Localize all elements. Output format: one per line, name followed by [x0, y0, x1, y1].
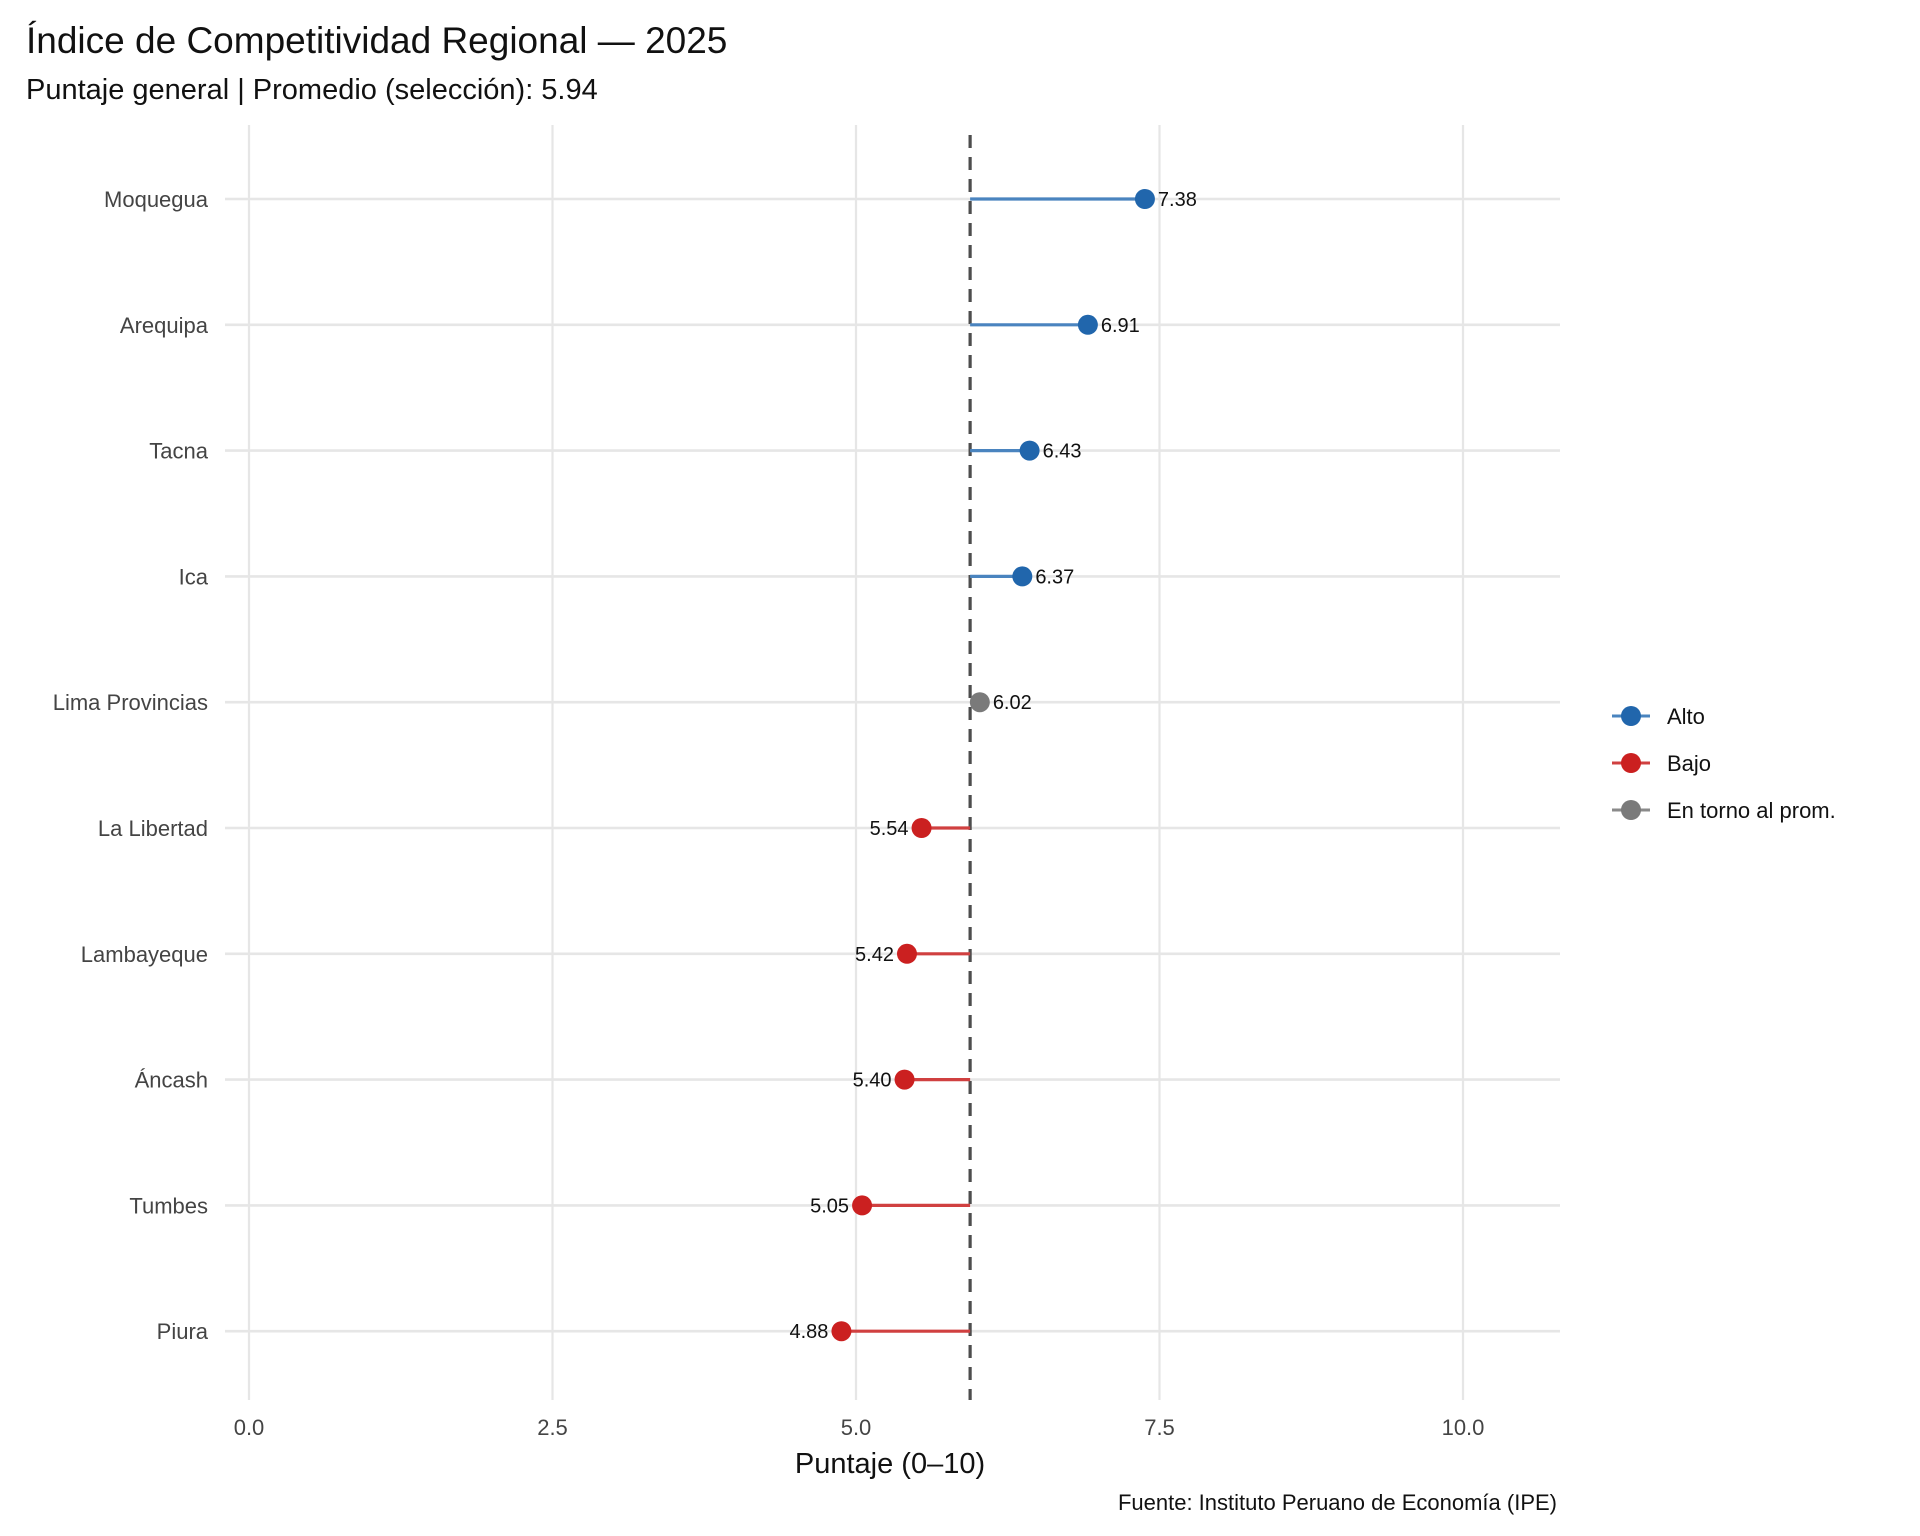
y-tick-label: Piura [157, 1319, 209, 1344]
y-tick-label: Moquegua [104, 187, 209, 212]
data-point [1077, 314, 1098, 335]
data-label: 7.38 [1158, 189, 1197, 211]
y-tick-label: Tumbes [129, 1193, 208, 1218]
data-label: 6.37 [1035, 566, 1074, 588]
legend-key-point [1621, 800, 1641, 820]
data-label: 5.05 [810, 1195, 849, 1217]
legend-label: Alto [1667, 704, 1705, 729]
y-tick-label: Ica [179, 564, 209, 589]
chart-subtitle: Puntaje general | Promedio (selección): … [26, 74, 598, 106]
data-point [911, 818, 932, 838]
data-label: 5.54 [870, 818, 909, 840]
stems [841, 197, 1145, 1333]
data-label: 6.91 [1101, 315, 1140, 337]
data-point [1134, 189, 1155, 209]
grid [225, 125, 1560, 1400]
data-point [896, 943, 917, 964]
y-tick-labels: Moquegua Arequipa Tacna Ica Lima Provincias L… [53, 187, 209, 1344]
data-label: 4.88 [789, 1321, 828, 1343]
legend: Alto Bajo En torno al prom. [1612, 704, 1836, 823]
chart-caption: Fuente: Instituto Peruano de Economía (I… [1117, 1490, 1557, 1515]
x-tick-label: 0.0 [234, 1415, 265, 1440]
data-labels: 7.38 6.91 6.43 6.37 6.02 5.54 5.42 5.40 5.05 4.88 [789, 189, 1196, 1343]
chart-title: Índice de Competitividad Regional — 2025 [26, 20, 728, 61]
x-tick-label: 2.5 [537, 1415, 568, 1440]
legend-label: En torno al prom. [1667, 798, 1836, 823]
data-point [1012, 566, 1033, 587]
x-tick-label: 10.0 [1442, 1415, 1485, 1440]
data-label: 5.42 [855, 944, 894, 966]
y-tick-label: Lima Provincias [53, 690, 208, 715]
x-tick-labels: 0.0 2.5 5.0 7.5 10.0 [234, 1415, 1485, 1440]
points [831, 189, 1155, 1342]
data-point [1019, 440, 1040, 461]
data-point [969, 692, 990, 713]
legend-key-point [1621, 706, 1641, 726]
y-tick-label: Arequipa [120, 313, 209, 338]
legend-label: Bajo [1667, 751, 1711, 776]
x-tick-label: 5.0 [841, 1415, 872, 1440]
data-label: 6.43 [1043, 441, 1082, 463]
y-tick-label: La Libertad [98, 816, 208, 841]
data-label: 5.40 [853, 1070, 892, 1092]
data-point [852, 1195, 873, 1216]
x-tick-label: 7.5 [1144, 1415, 1175, 1440]
data-point [831, 1321, 852, 1342]
data-point [894, 1069, 915, 1090]
y-tick-label: Tacna [149, 439, 208, 464]
data-label: 6.02 [993, 692, 1032, 714]
y-tick-label: Lambayeque [81, 942, 208, 967]
y-tick-label: Áncash [135, 1068, 208, 1093]
x-axis-label: Puntaje (0–10) [795, 1448, 985, 1480]
legend-key-point [1621, 753, 1641, 773]
